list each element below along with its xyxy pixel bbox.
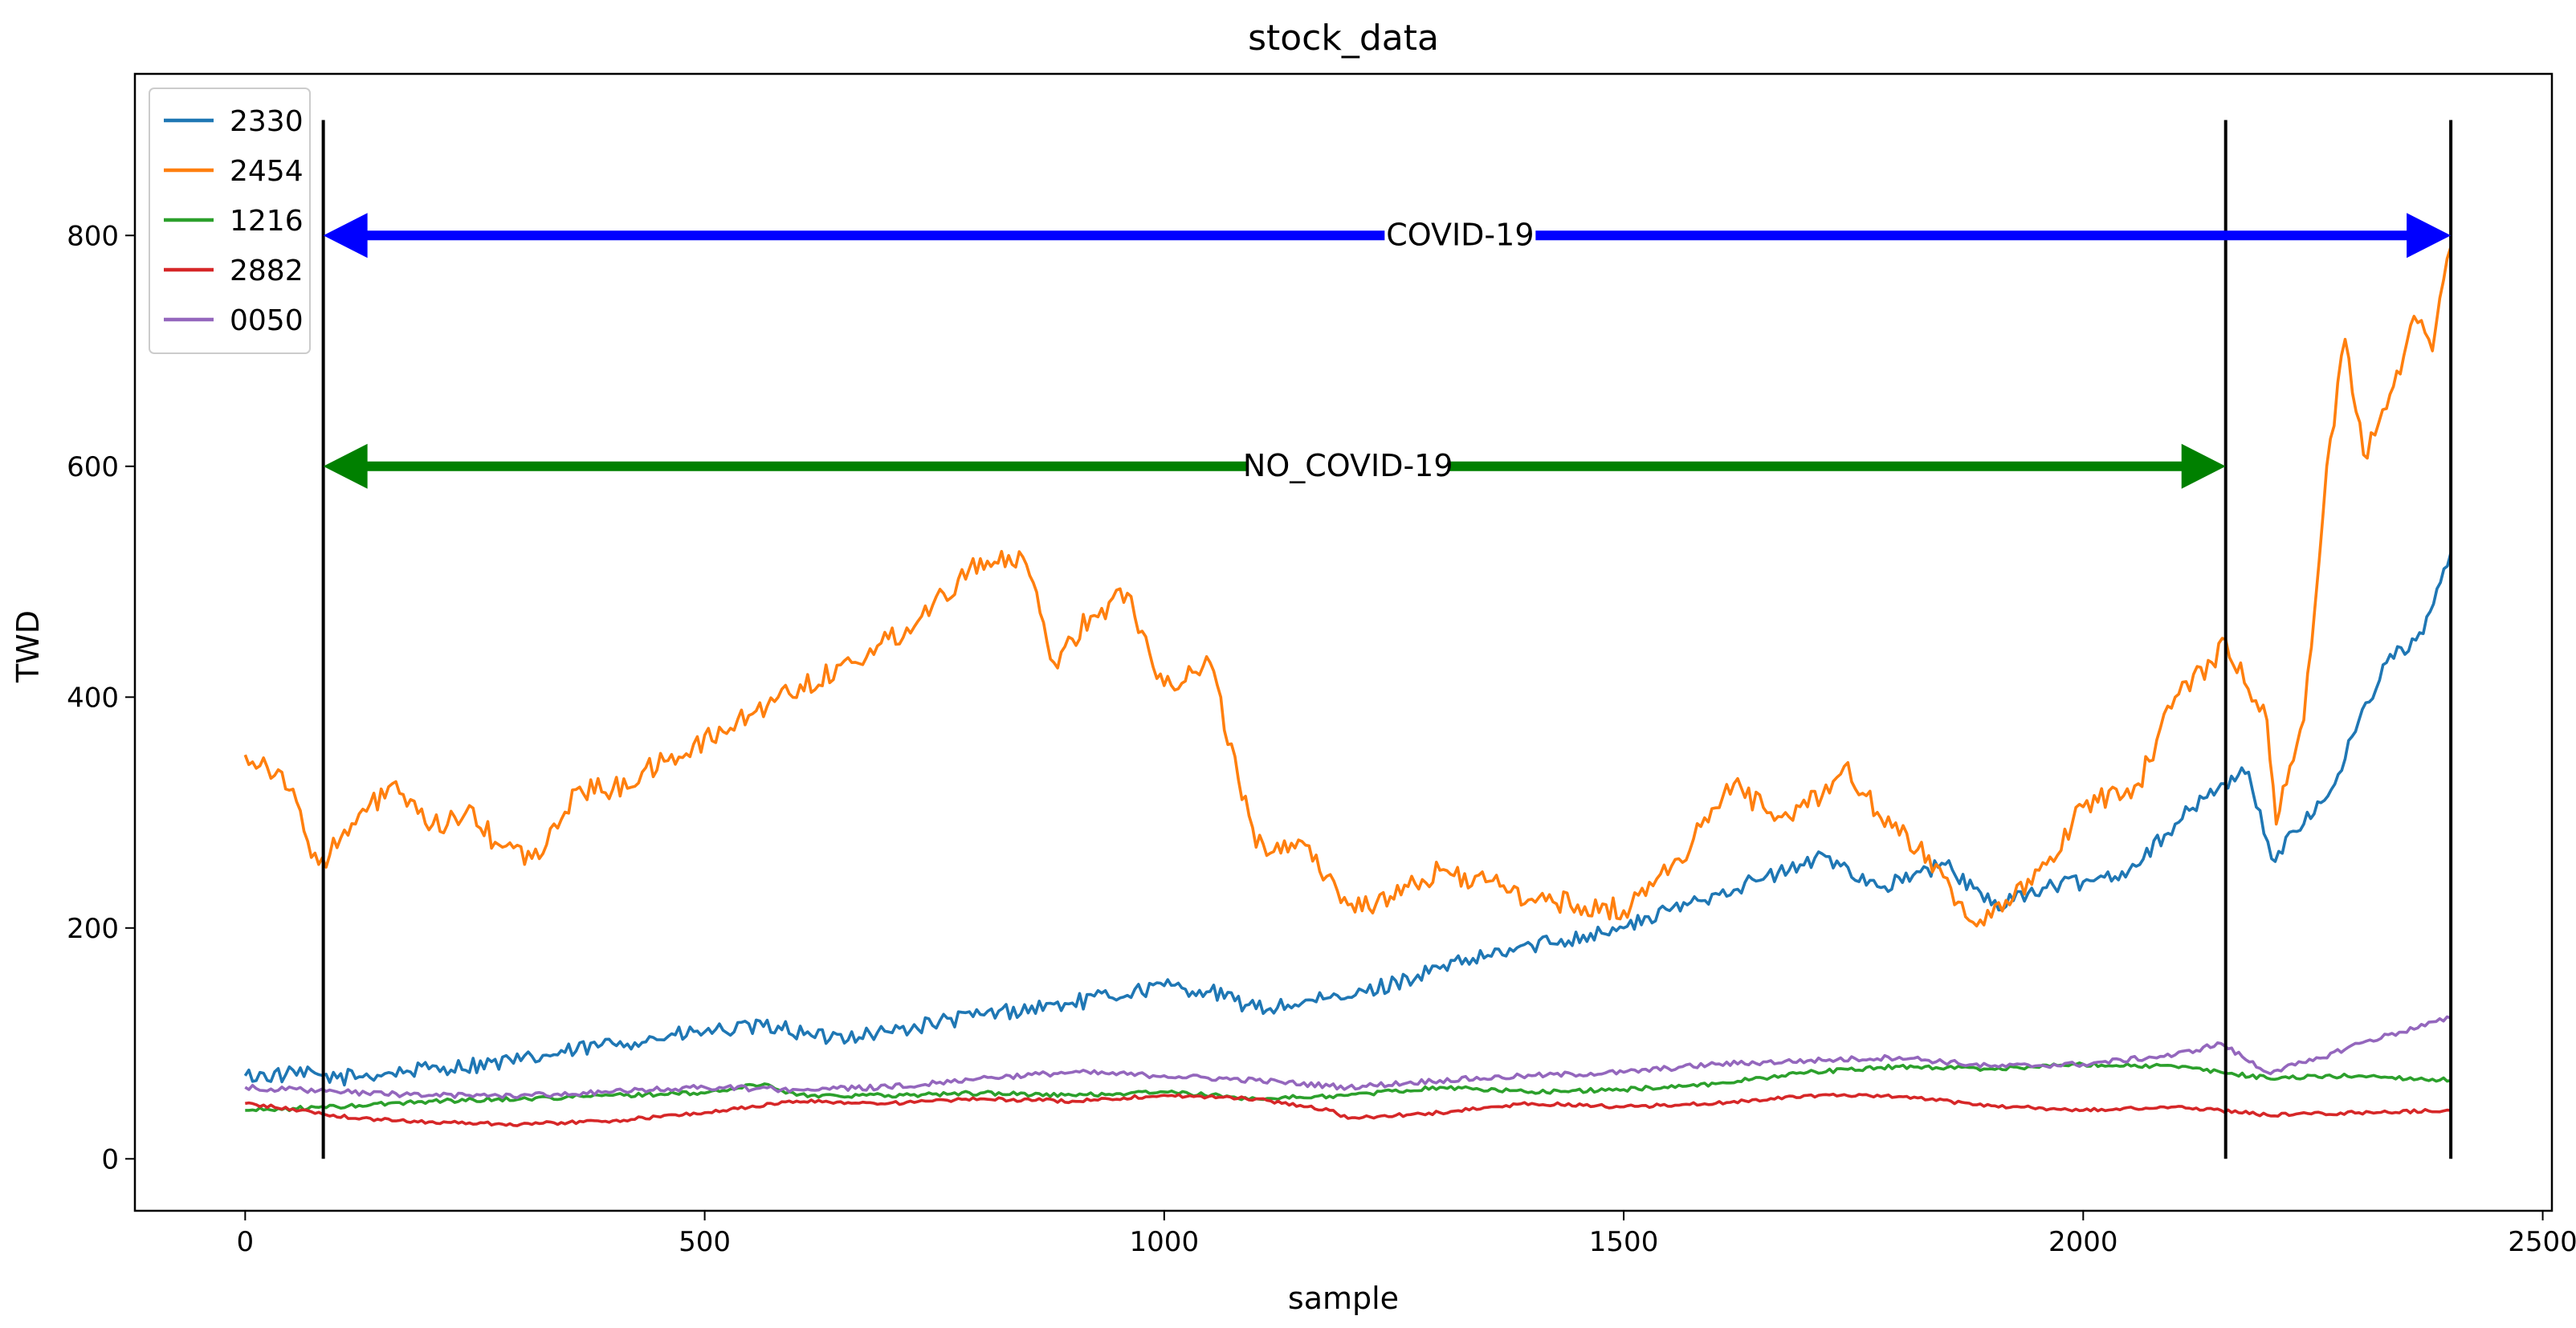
legend-label-2454: 2454 (230, 155, 304, 188)
legend-box (149, 88, 311, 354)
y-axis-title: TWD (10, 610, 46, 683)
arrowhead-left-covid-19 (323, 213, 368, 259)
series-line-2882 (245, 1092, 2452, 1127)
x-tick-label: 0 (237, 1226, 255, 1258)
y-tick-label: 600 (67, 451, 119, 483)
annotation-label-no-covid-19: NO_COVID-19 (1243, 448, 1453, 483)
x-tick-label: 2000 (2048, 1226, 2118, 1258)
legend-label-2330: 2330 (230, 105, 304, 138)
legend-label-1216: 1216 (230, 205, 304, 238)
x-tick-label: 1000 (1130, 1226, 1200, 1258)
legend-label-2882: 2882 (230, 255, 304, 287)
annotation-label-covid-19: COVID-19 (1386, 217, 1534, 252)
y-tick-label: 400 (67, 682, 119, 714)
series-layer (243, 246, 2452, 1127)
legend: 2330 2454 1216 2882 0050 (149, 88, 311, 354)
series-line-0050 (244, 1015, 2452, 1099)
axes-layer: 0 500 1000 1500 2000 2500 0 200 400 600 800 (67, 72, 2576, 1258)
y-tick-label: 0 (101, 1143, 119, 1175)
y-tick-label: 800 (67, 220, 119, 252)
plot-frame (133, 72, 2554, 1212)
x-tick-label: 2500 (2508, 1226, 2576, 1258)
arrowhead-right-no-covid-19 (2181, 443, 2226, 489)
series-line-2454 (243, 246, 2452, 928)
arrowhead-right-covid-19 (2407, 213, 2452, 259)
legend-label-0050: 0050 (230, 304, 304, 337)
annotation-label-bg-no-covid-19 (1247, 443, 1449, 486)
x-axis-title: sample (1288, 1281, 1399, 1316)
chart-title: stock_data (1248, 18, 1439, 59)
x-tick-label: 1500 (1589, 1226, 1659, 1258)
x-tick-label: 500 (679, 1226, 731, 1258)
y-tick-label: 200 (67, 913, 119, 945)
arrowhead-left-no-covid-19 (323, 443, 368, 489)
annotation-layer: COVID-19 NO_COVID-19 (321, 120, 2453, 1159)
annotation-label-bg-covid-19 (1384, 213, 1536, 255)
series-line-2330 (243, 552, 2452, 1087)
